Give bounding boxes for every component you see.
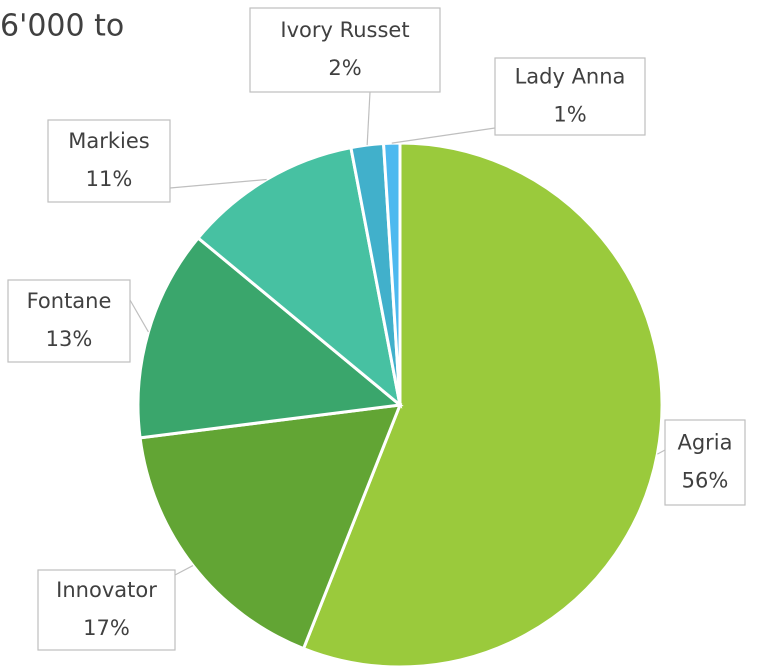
label-box: [7, 279, 131, 363]
leader-line: [657, 449, 666, 455]
data-label-value: 1%: [553, 103, 586, 127]
data-label-value: 17%: [83, 616, 130, 640]
pie-slice: [138, 403, 403, 651]
label-box: [494, 57, 646, 136]
label-box: [249, 7, 441, 93]
data-label-value: 2%: [328, 56, 361, 80]
data-label-name: Agria: [677, 431, 732, 455]
leader-line: [174, 565, 194, 576]
pie-slice: [301, 141, 664, 669]
data-label-value: 13%: [46, 327, 93, 351]
pie-slice: [136, 235, 404, 440]
data-label-value: 11%: [86, 167, 133, 191]
label-box: [47, 119, 171, 203]
leader-line: [366, 91, 371, 146]
data-label-name: Ivory Russet: [280, 18, 409, 42]
data-label-name: Innovator: [56, 578, 157, 602]
leader-line: [129, 299, 149, 333]
leader-line: [169, 178, 267, 189]
data-label-name: Markies: [68, 129, 149, 153]
label-box: [664, 419, 746, 506]
data-label-name: Fontane: [27, 289, 112, 313]
chart-title: 6'000 to: [0, 9, 124, 44]
data-label-value: 56%: [682, 469, 729, 493]
data-label-name: Lady Anna: [515, 65, 626, 89]
label-box: [37, 569, 176, 651]
pie-slice: [196, 145, 403, 409]
leader-line: [391, 127, 496, 144]
